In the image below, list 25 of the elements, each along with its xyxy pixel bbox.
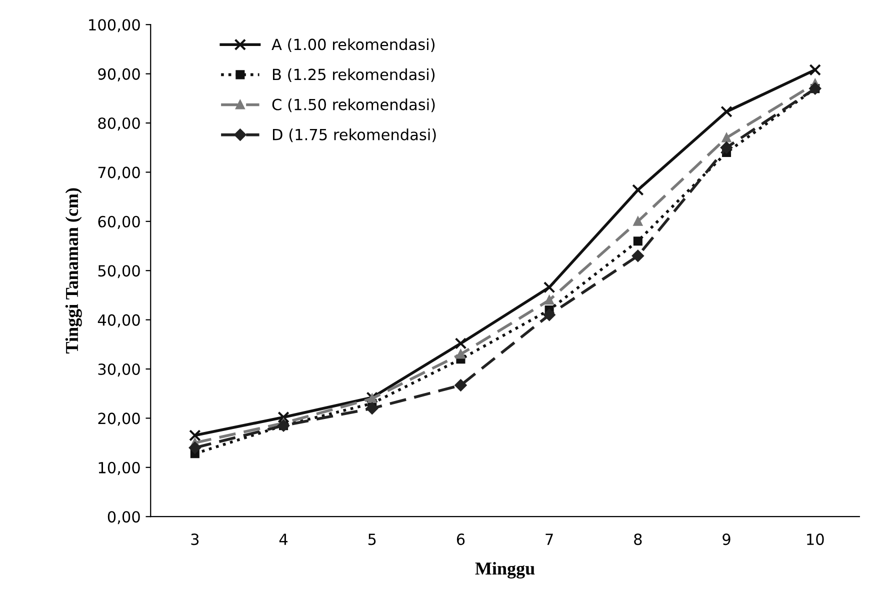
x-tick-label: 4 [279,534,288,545]
legend-label: D (1.75 rekomendasi) [272,128,436,142]
x-tick-label: 10 [807,534,824,546]
legend-label: A (1.00 rekomendasi) [272,38,434,52]
x-tick-label: 6 [456,534,465,546]
y-tick-label: 60,00 [98,216,140,229]
y-tick-label: 70,00 [98,166,140,180]
y-tick-label: 40,00 [98,314,140,328]
y-axis-title: Tinggi Tanaman (cm) [65,188,82,354]
y-tick-label: 0,00 [108,511,140,524]
x-tick-label: 8 [634,534,642,546]
y-tick-label: 50,00 [98,265,140,278]
y-tick-label: 100,00 [89,19,140,32]
x-axis-title: Minggu [475,562,535,578]
x-tick-label: 7 [546,534,553,545]
y-tick-label: 20,00 [98,412,140,426]
x-tick-label: 9 [722,534,730,546]
y-tick-label: 30,00 [98,363,140,377]
x-tick-label: 3 [191,534,199,546]
y-tick-label: 10,00 [98,462,140,475]
y-tick-label: 80,00 [98,117,140,131]
legend-label: C (1.50 rekomendasi) [272,98,435,112]
y-tick-label: 90,00 [98,68,140,82]
x-tick-label: 5 [368,534,376,546]
legend-label: B (1.25 rekomendasi) [272,68,435,82]
